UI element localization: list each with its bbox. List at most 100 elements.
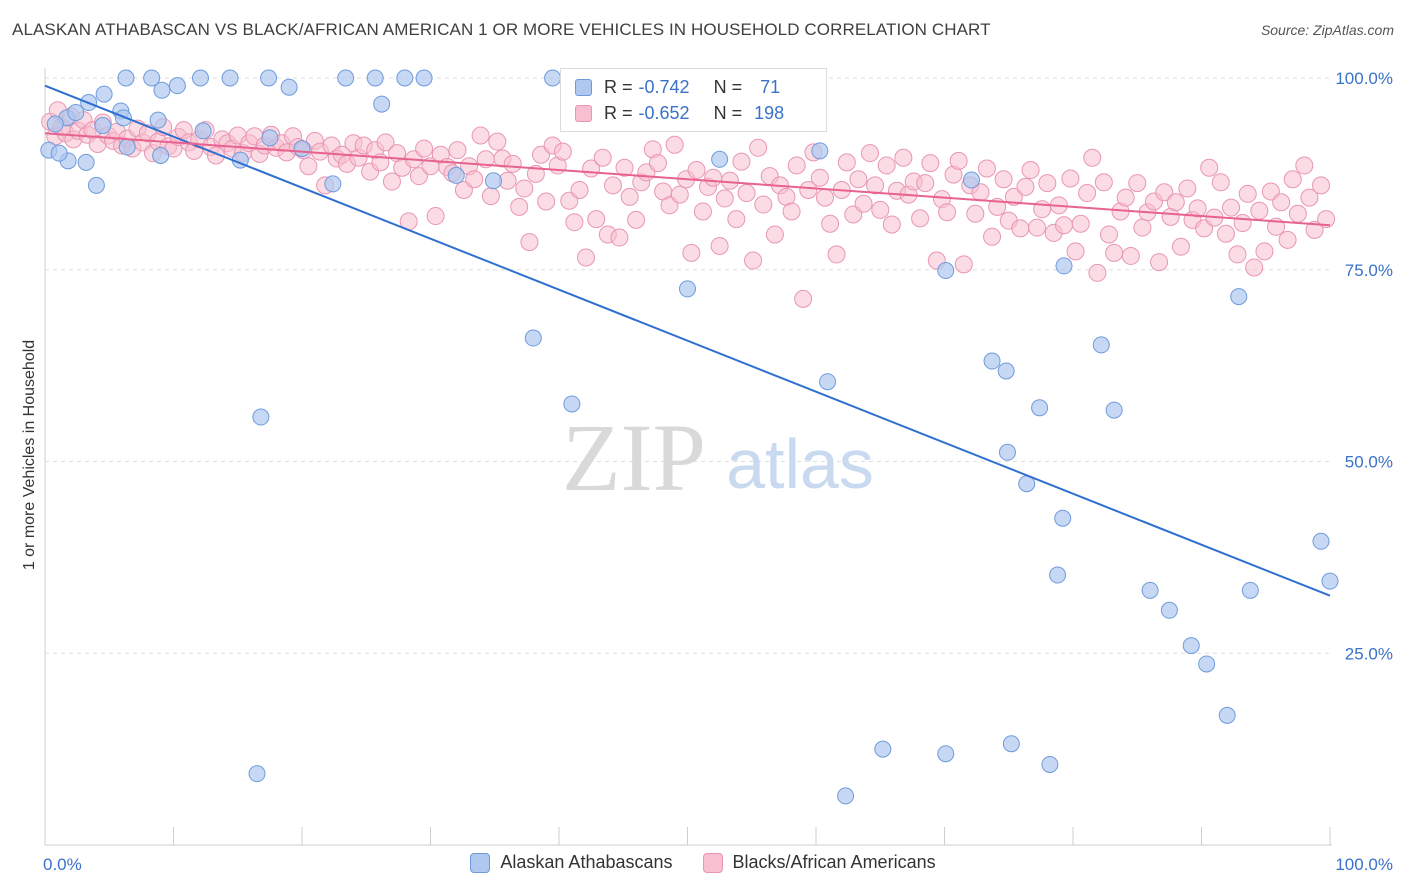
point-blacks-african-americans bbox=[737, 184, 756, 203]
point-blacks-african-americans bbox=[426, 207, 445, 226]
chart-title: ALASKAN ATHABASCAN VS BLACK/AFRICAN AMER… bbox=[12, 20, 991, 39]
point-blacks-african-americans bbox=[1094, 173, 1113, 192]
point-blacks-african-americans bbox=[465, 170, 484, 189]
y-tick-label: 50.0% bbox=[1345, 453, 1393, 472]
point-blacks-african-americans bbox=[860, 144, 879, 163]
legend-swatch-blue bbox=[575, 78, 592, 96]
point-blacks-african-americans bbox=[866, 176, 885, 195]
point-blacks-african-americans bbox=[1222, 198, 1241, 217]
point-blacks-african-americans bbox=[570, 180, 589, 199]
point-blacks-african-americans bbox=[1300, 188, 1319, 207]
point-blacks-african-americans bbox=[954, 255, 973, 274]
point-alaskan-athabascans bbox=[396, 69, 414, 87]
point-blacks-african-americans bbox=[782, 202, 801, 221]
point-blacks-african-americans bbox=[687, 161, 706, 180]
series-legend: Alaskan Athabascans Blacks/African Ameri… bbox=[0, 852, 1406, 873]
point-alaskan-athabascans bbox=[937, 745, 955, 763]
point-blacks-african-americans bbox=[911, 209, 930, 228]
tick-labels: 25.0% 50.0% 75.0% 100.0% 0.0% 100.0% bbox=[43, 69, 1393, 874]
point-blacks-african-americans bbox=[744, 251, 763, 270]
axes bbox=[44, 68, 1332, 846]
watermark-atlas: atlas bbox=[726, 425, 874, 503]
point-alaskan-athabascans bbox=[67, 104, 85, 122]
point-blacks-african-americans bbox=[921, 154, 940, 173]
point-blacks-african-americans bbox=[799, 180, 818, 199]
point-blacks-african-americans bbox=[727, 210, 746, 229]
point-blacks-african-americans bbox=[1155, 183, 1174, 202]
legend-r-label: R = bbox=[604, 76, 633, 97]
legend-n-label: N = bbox=[713, 102, 743, 123]
legend-label: Blacks/African Americans bbox=[732, 852, 936, 872]
point-blacks-african-americans bbox=[732, 152, 751, 171]
point-blacks-african-americans bbox=[648, 154, 667, 173]
point-alaskan-athabascans bbox=[484, 172, 502, 190]
point-alaskan-athabascans bbox=[415, 69, 433, 87]
point-alaskan-athabascans bbox=[87, 176, 105, 194]
legend-swatch-pink bbox=[575, 104, 592, 122]
watermark: ZIP atlas bbox=[562, 404, 874, 511]
legend-r-value: -0.742 bbox=[638, 76, 690, 97]
point-blacks-african-americans bbox=[715, 189, 734, 208]
point-blacks-african-americans bbox=[849, 170, 868, 189]
point-blacks-african-americans bbox=[382, 172, 401, 191]
point-blacks-african-americans bbox=[821, 214, 840, 233]
point-blacks-african-americans bbox=[409, 167, 428, 186]
point-blacks-african-americans bbox=[787, 156, 806, 175]
x-tick-label: 100.0% bbox=[1335, 855, 1393, 874]
legend-label: Alaskan Athabascans bbox=[500, 852, 673, 872]
point-alaskan-athabascans bbox=[337, 69, 355, 87]
point-alaskan-athabascans bbox=[1092, 336, 1110, 354]
legend-n-label: N = bbox=[713, 76, 743, 97]
point-blacks-african-americans bbox=[916, 174, 935, 193]
point-alaskan-athabascans bbox=[983, 352, 1001, 370]
y-tick-label: 25.0% bbox=[1345, 644, 1393, 663]
point-blacks-african-americans bbox=[1055, 216, 1074, 235]
point-blacks-african-americans bbox=[503, 154, 522, 173]
point-blacks-african-americans bbox=[620, 187, 639, 206]
point-alaskan-athabascans bbox=[1198, 655, 1216, 673]
point-blacks-african-americans bbox=[565, 213, 584, 232]
legend-item-alaskan-athabascans[interactable]: Alaskan Athabascans bbox=[470, 852, 673, 873]
point-alaskan-athabascans bbox=[77, 153, 95, 171]
point-blacks-african-americans bbox=[481, 187, 500, 206]
point-blacks-african-americans bbox=[627, 210, 646, 229]
legend-item-blacks-african-americans[interactable]: Blacks/African Americans bbox=[702, 852, 936, 873]
point-blacks-african-americans bbox=[1200, 158, 1219, 177]
point-alaskan-athabascans bbox=[679, 280, 696, 298]
legend-r-value: -0.652 bbox=[638, 102, 690, 123]
point-blacks-african-americans bbox=[615, 158, 634, 177]
point-blacks-african-americans bbox=[1028, 218, 1047, 237]
point-blacks-african-americans bbox=[1250, 201, 1269, 220]
point-blacks-african-americans bbox=[415, 139, 434, 158]
point-alaskan-athabascans bbox=[191, 69, 209, 87]
trend-line-alaskan-athabascans bbox=[44, 84, 1331, 597]
point-blacks-african-americans bbox=[1033, 200, 1052, 219]
point-blacks-african-americans bbox=[977, 159, 996, 178]
point-blacks-african-americans bbox=[448, 141, 467, 160]
point-blacks-african-americans bbox=[1061, 169, 1080, 188]
point-blacks-african-americans bbox=[1066, 242, 1085, 261]
point-blacks-african-americans bbox=[665, 135, 684, 154]
point-alaskan-athabascans bbox=[117, 69, 135, 87]
legend-n-value: 198 bbox=[754, 102, 785, 123]
y-tick-label: 75.0% bbox=[1345, 261, 1393, 280]
point-blacks-african-americans bbox=[837, 153, 856, 172]
point-alaskan-athabascans bbox=[153, 81, 171, 99]
point-alaskan-athabascans bbox=[50, 144, 68, 162]
x-tick-label: 0.0% bbox=[43, 855, 82, 874]
point-blacks-african-americans bbox=[1171, 237, 1190, 256]
point-alaskan-athabascans bbox=[1105, 401, 1123, 419]
point-alaskan-athabascans bbox=[118, 138, 136, 156]
point-blacks-african-americans bbox=[1150, 253, 1169, 272]
point-alaskan-athabascans bbox=[194, 122, 212, 140]
point-blacks-african-americans bbox=[754, 195, 773, 214]
point-alaskan-athabascans bbox=[1041, 755, 1059, 773]
legend-row-blacks-african-americans: R = -0.652 N = 198 bbox=[575, 101, 784, 125]
point-blacks-african-americans bbox=[682, 243, 701, 262]
point-alaskan-athabascans bbox=[248, 765, 266, 783]
point-alaskan-athabascans bbox=[1321, 572, 1339, 590]
point-blacks-african-americans bbox=[1071, 214, 1090, 233]
series-alaskan-athabascans-points bbox=[40, 69, 1339, 805]
point-alaskan-athabascans bbox=[1141, 581, 1159, 599]
